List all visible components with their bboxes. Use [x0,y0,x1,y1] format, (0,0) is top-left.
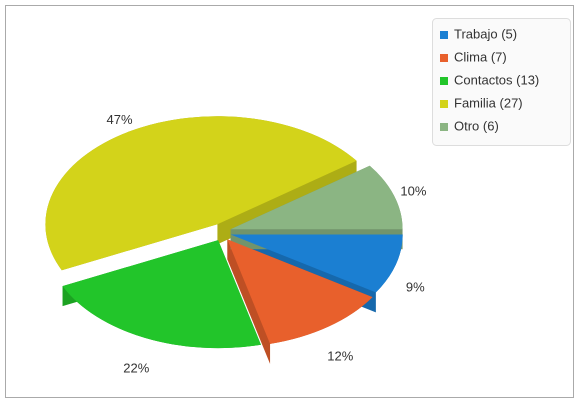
data-label: 12% [327,348,353,363]
legend-label: Otro (6) [454,118,499,133]
slice [45,116,357,271]
legend-box [432,18,571,146]
data-label: 47% [107,112,133,127]
legend-label: Clima (7) [454,49,507,64]
legend-swatch [440,100,448,108]
legend-swatch [440,123,448,131]
legend-swatch [440,54,448,62]
data-label: 10% [400,183,426,198]
slice [230,165,403,230]
legend-swatch [440,77,448,85]
slice [230,234,403,293]
data-label: 9% [406,280,425,295]
legend-label: Contactos (13) [454,72,539,87]
data-label: 22% [123,361,149,376]
legend-label: Trabajo (5) [454,26,517,41]
legend-label: Familia (27) [454,95,523,110]
slice [62,240,261,349]
slice [227,239,373,344]
legend-swatch [440,31,448,39]
